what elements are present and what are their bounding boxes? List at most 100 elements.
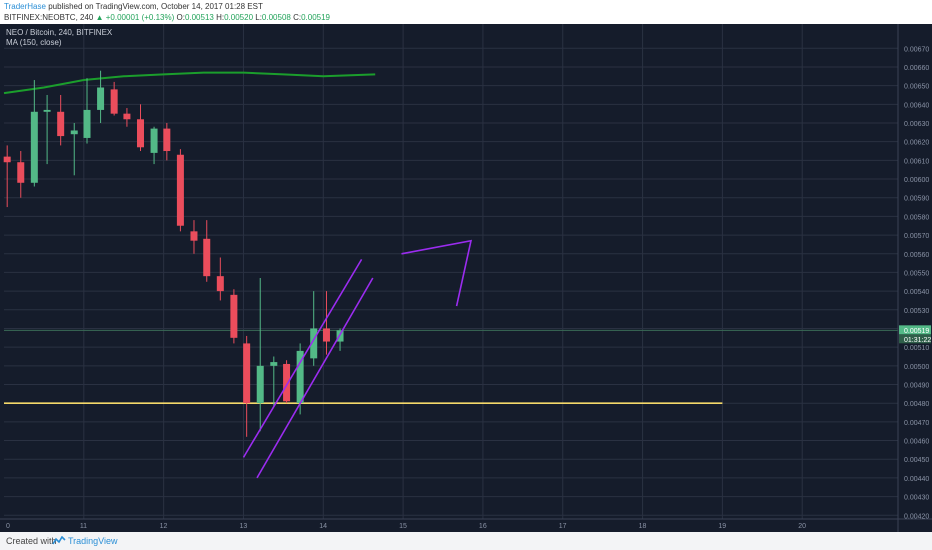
grid-lines [4,24,898,519]
y-tick-label: 0.00640 [904,102,929,109]
x-tick-label: 20 [798,523,806,530]
created-with-text: Created with [6,536,57,546]
legend-indicator[interactable]: MA (150, close) [6,38,62,47]
trend-line [242,258,363,458]
candle-body [57,111,65,137]
low-value: 0.00508 [261,13,291,22]
candle-down [3,145,11,208]
candle-body [17,162,25,183]
candle-body [322,328,330,342]
y-tick-label: 0.00670 [904,46,929,53]
y-tick-label: 0.00460 [904,439,929,446]
x-tick-label: 15 [399,523,407,530]
publish-header: TraderHase published on TradingView.com,… [0,0,932,24]
legend-title: NEO / Bitcoin, 240, BITFINEX [6,28,113,37]
change-arrow-icon: ▲ [95,13,104,22]
y-tick-label: 0.00570 [904,233,929,240]
y-tick-label: 0.00450 [904,457,929,464]
y-tick-label: 0.00420 [904,513,929,520]
candle-up [256,278,264,432]
y-tick-label: 0.00610 [904,158,929,165]
y-tick-label: 0.00510 [904,345,929,352]
candle-up [310,291,318,366]
high-value: 0.00520 [224,13,254,22]
y-tick-label: 0.00540 [904,289,929,296]
candle-body [203,238,211,277]
candle-down [190,220,198,254]
low-label: L: [255,13,262,22]
candle-down [243,335,251,437]
y-tick-label: 0.00430 [904,495,929,502]
candlestick-chart[interactable]: 0.00420 0.00430 0.00440 0.00450 0.00460 0.004… [0,24,932,532]
candle-body [296,350,304,404]
x-tick-label: 12 [160,523,168,530]
price-tags-layer: 0.00519 01:31:22 [899,325,931,344]
candle-up [43,94,51,165]
change-value: +0.00001 (+0.13%) [105,13,175,22]
x-tick-label: 19 [718,523,726,530]
candle-body [43,109,51,112]
x-tick-label: 11 [80,523,87,530]
candle-down [216,257,224,301]
candle-down [163,123,171,161]
candle-body [283,363,291,402]
y-tick-label: 0.00470 [904,420,929,427]
drawings-layer [242,239,473,479]
y-tick-label: 0.00600 [904,177,929,184]
high-label: H: [216,13,225,22]
candle-body [83,109,91,138]
moving-average-layer [3,71,376,95]
y-tick-label: 0.00530 [904,308,929,315]
candle-body [163,128,171,152]
y-tick-label: 0.00580 [904,214,929,221]
author-link[interactable]: TraderHase [4,2,46,11]
candle-down [17,151,25,198]
candle-down [57,94,65,146]
candle-down [203,220,211,282]
candle-down [176,149,184,232]
candle-body [270,362,278,366]
candle-down [136,104,144,152]
symbol-info-line: BITFINEX:NEOBTC, 240 ▲ +0.00001 (+0.13%)… [4,12,330,23]
y-tick-label: 0.00590 [904,196,929,203]
x-tick-label: 13 [239,523,247,530]
candle-down [283,360,291,404]
candle-body [70,130,78,135]
y-tick-label: 0.00490 [904,383,929,390]
moving-average-line [3,71,376,95]
candle-body [150,128,158,153]
candle-body [256,365,264,404]
countdown-label: 01:31:22 [904,337,931,344]
arrow-drawing [401,239,473,307]
y-tick-label: 0.00480 [904,401,929,408]
support-line-layer [4,329,898,404]
candle-body [310,328,318,359]
candle-down [230,289,238,344]
x-tick-label: 17 [559,523,567,530]
x-tick-label: 14 [319,523,327,530]
candle-body [136,119,144,148]
candle-up [83,78,91,144]
x-tick-label: 0 [6,523,10,530]
publish-line: TraderHase published on TradingView.com,… [4,1,263,12]
x-tick-label: 18 [639,523,647,530]
countdown-tag [899,334,931,344]
x-tick-label: 16 [479,523,487,530]
candle-body [230,294,238,338]
axes-layer: 0.00420 0.00430 0.00440 0.00450 0.00460 0.004… [0,24,932,532]
candle-up [97,70,105,123]
candle-body [97,87,105,110]
candle-body [216,276,224,292]
chart-area[interactable]: 0.00420 0.00430 0.00440 0.00450 0.00460 0.004… [0,24,932,532]
tradingview-brand[interactable]: TradingView [68,536,118,546]
y-tick-label: 0.00500 [904,364,929,371]
y-tick-label: 0.00560 [904,252,929,259]
candle-down [110,81,118,116]
open-label: O: [176,13,185,22]
candle-down [123,108,131,127]
candle-body [176,154,184,226]
tradingview-logo-icon [52,536,66,546]
y-tick-label: 0.00660 [904,65,929,72]
candle-up [70,123,78,176]
y-tick-label: 0.00440 [904,476,929,483]
